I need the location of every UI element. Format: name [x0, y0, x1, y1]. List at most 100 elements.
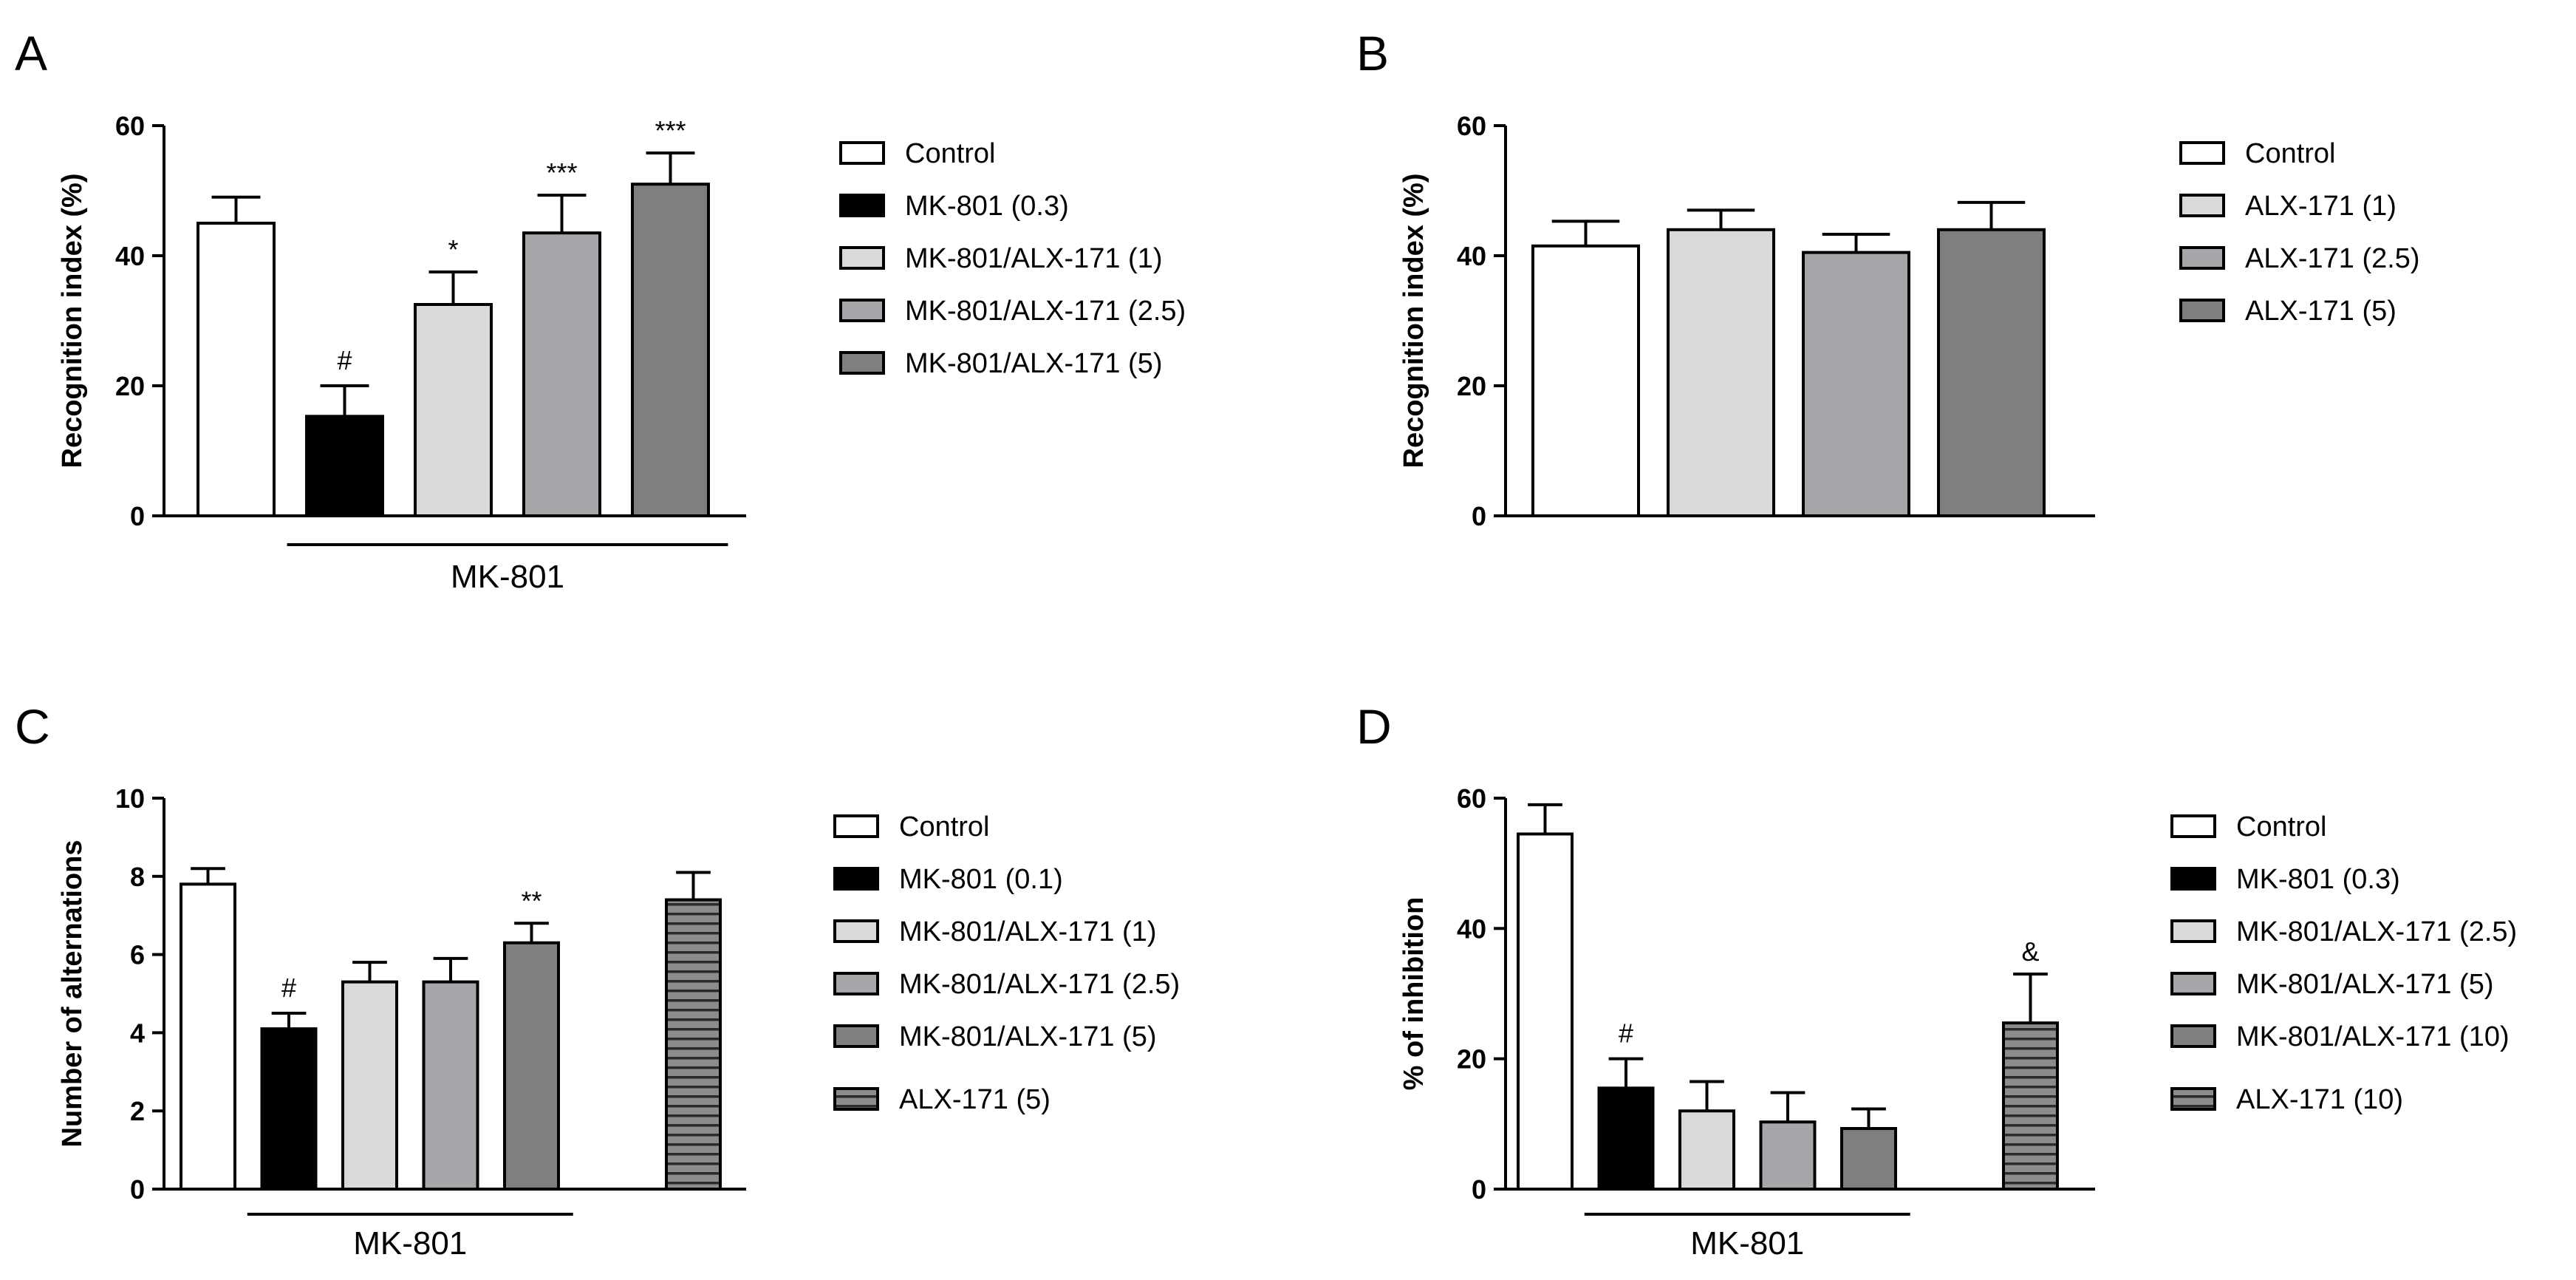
y-tick-label: 0	[1472, 501, 1486, 531]
y-tick-label: 60	[115, 111, 145, 141]
y-axis-title: Recognition index (%)	[57, 174, 88, 469]
y-axis-title: Number of alternations	[57, 840, 88, 1148]
legend-swatch	[2170, 1024, 2216, 1048]
y-tick-label: 60	[1457, 783, 1486, 814]
group-label: MK-801	[1690, 1225, 1804, 1262]
bar	[665, 898, 722, 1191]
chart-panel-b: 0 20 40 60 Recognition index (%) Control ALX-1…	[1398, 111, 2420, 531]
legend-swatch	[833, 1024, 879, 1048]
panel-label-b: B	[1356, 26, 1389, 81]
bar	[2002, 1021, 2059, 1191]
bar	[341, 980, 398, 1191]
legend-swatch	[833, 1087, 879, 1111]
y-tick-label: 60	[1457, 111, 1486, 141]
bar	[1531, 244, 1640, 517]
panel-label-a: A	[15, 26, 47, 81]
legend-swatch	[2170, 972, 2216, 995]
bar	[1759, 1120, 1817, 1191]
group-label: MK-801	[451, 559, 564, 595]
significance-mark: #	[1619, 1018, 1633, 1049]
y-tick-label: 0	[130, 1174, 145, 1205]
bar	[631, 183, 710, 517]
legend-label: MK-801/ALX-171 (2.5)	[905, 296, 1186, 327]
legend-swatch	[839, 246, 885, 270]
legend-label: Control	[2245, 138, 2336, 169]
legend-label: ALX-171 (10)	[2236, 1084, 2403, 1115]
legend-swatch	[833, 814, 879, 838]
bar	[503, 941, 560, 1191]
legend-label: MK-801/ALX-171 (1)	[899, 916, 1157, 947]
legend-swatch	[2179, 246, 2225, 270]
legend-label: MK-801 (0.3)	[905, 191, 1069, 222]
legend-swatch	[839, 194, 885, 217]
legend-swatch	[839, 141, 885, 165]
panel-label-c: C	[15, 699, 50, 754]
legend-label: MK-801/ALX-171 (2.5)	[899, 969, 1180, 1000]
chart-panel-c: 0 2 4 6 8 10 Number of alternations # ** MK-801 Co…	[57, 783, 1180, 1262]
significance-mark: *	[448, 234, 458, 265]
legend-swatch	[833, 919, 879, 943]
legend-swatch	[2179, 141, 2225, 165]
legend-swatch	[2170, 814, 2216, 838]
legend-label: ALX-171 (2.5)	[2245, 243, 2420, 274]
bar	[260, 1027, 318, 1191]
legend-label: Control	[899, 811, 990, 842]
legend-swatch	[833, 972, 879, 995]
legend-label: MK-801/ALX-171 (5)	[899, 1021, 1157, 1052]
bar	[1937, 228, 2046, 517]
bar	[1840, 1127, 1897, 1191]
legend-swatch	[2170, 867, 2216, 891]
significance-mark: **	[521, 885, 541, 916]
legend-label: MK-801/ALX-171 (10)	[2236, 1021, 2510, 1052]
legend-label: MK-801 (0.3)	[2236, 864, 2400, 895]
y-tick-label: 2	[130, 1096, 145, 1126]
bar	[414, 303, 493, 517]
bar	[422, 980, 479, 1191]
significance-mark: ***	[655, 115, 686, 146]
y-tick-label: 10	[115, 783, 145, 814]
bar	[197, 222, 276, 517]
y-tick-label: 8	[130, 862, 145, 892]
legend-swatch	[839, 299, 885, 322]
legend-swatch	[833, 867, 879, 891]
legend-label: MK-801/ALX-171 (5)	[905, 348, 1163, 379]
y-tick-label: 20	[1457, 1044, 1486, 1075]
legend-label: Control	[2236, 811, 2327, 842]
y-tick-label: 0	[1472, 1174, 1486, 1205]
bar	[1517, 832, 1574, 1191]
y-tick-label: 40	[1457, 913, 1486, 944]
y-tick-label: 0	[130, 501, 145, 531]
y-tick-label: 20	[1457, 371, 1486, 401]
y-tick-label: 20	[115, 371, 145, 401]
legend-swatch	[2179, 194, 2225, 217]
significance-mark: #	[337, 345, 352, 375]
panel-label-d: D	[1356, 699, 1392, 754]
legend-swatch	[2179, 299, 2225, 322]
y-axis-title: % of inhibition	[1398, 897, 1429, 1091]
bar	[180, 882, 236, 1191]
significance-mark: #	[281, 973, 296, 1003]
legend-label: MK-801/ALX-171 (5)	[2236, 969, 2494, 1000]
bar	[1678, 1109, 1735, 1191]
legend-label: MK-801/ALX-171 (2.5)	[2236, 916, 2517, 947]
y-axis-title: Recognition index (%)	[1398, 174, 1429, 469]
y-tick-label: 40	[1457, 241, 1486, 271]
y-tick-label: 40	[115, 241, 145, 271]
bar	[522, 231, 601, 517]
legend-swatch	[2170, 919, 2216, 943]
legend-label: ALX-171 (5)	[899, 1084, 1050, 1115]
legend-label: Control	[905, 138, 996, 169]
legend-label: ALX-171 (5)	[2245, 296, 2396, 327]
y-tick-label: 6	[130, 940, 145, 970]
legend-swatch	[2170, 1087, 2216, 1111]
bar	[1667, 228, 1775, 517]
y-tick-label: 4	[130, 1018, 145, 1048]
legend-swatch	[839, 351, 885, 375]
significance-mark: &	[2021, 936, 2039, 967]
chart-panel-d: 0 20 40 60 % of inhibition # & MK-801 Control MK-…	[1398, 783, 2517, 1262]
bar	[305, 415, 384, 517]
significance-mark: ***	[546, 157, 577, 188]
legend-label: MK-801 (0.1)	[899, 864, 1063, 895]
